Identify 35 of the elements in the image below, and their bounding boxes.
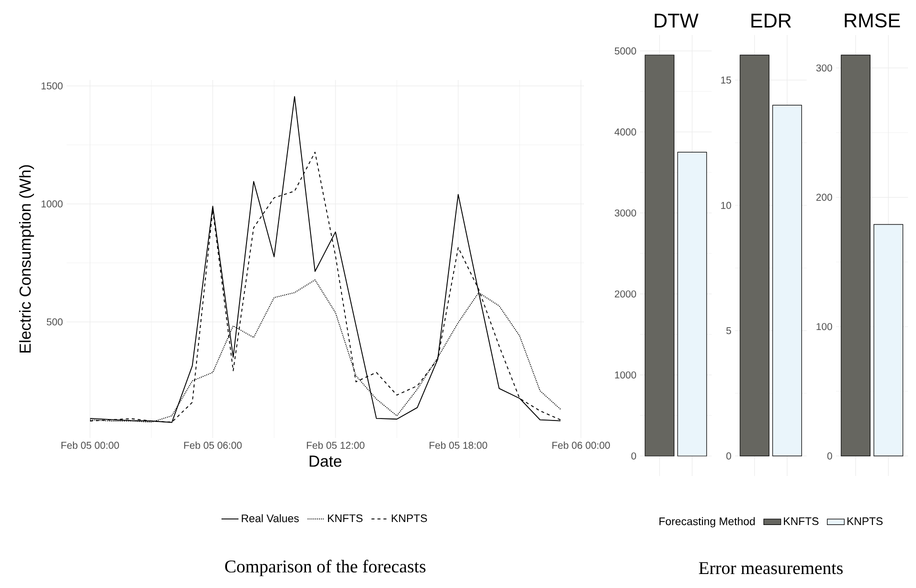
legend-label: Real Values xyxy=(242,514,299,522)
chart-title: RMSE xyxy=(844,13,900,28)
y-tick-label: 0 xyxy=(726,452,732,460)
y-tick-label: 5000 xyxy=(614,47,636,54)
x-tick-label: Feb 05 18:00 xyxy=(430,442,488,449)
y-tick-label: 4000 xyxy=(614,128,636,136)
y-tick-label: 3000 xyxy=(614,209,636,216)
chart-title: EDR xyxy=(751,14,791,28)
y-tick-label: 2000 xyxy=(614,290,636,298)
x-tick-label: Feb 06 00:00 xyxy=(552,442,610,449)
y-tick-label: 0 xyxy=(631,452,636,460)
y-tick-label: 200 xyxy=(816,194,832,201)
y-tick-label: 100 xyxy=(816,323,832,330)
x-tick-label: Feb 05 00:00 xyxy=(61,442,119,449)
y-tick-label: 5 xyxy=(726,327,732,334)
x-tick-label: Feb 05 12:00 xyxy=(306,442,364,449)
y-tick-label: 300 xyxy=(816,64,832,72)
y-axis-title: Electric Consumption (Wh) xyxy=(19,165,34,352)
y-tick-label: 10 xyxy=(721,202,732,209)
legend-label: KNPTS xyxy=(847,517,883,526)
y-tick-label: 1500 xyxy=(42,82,63,90)
legend-label: KNFTS xyxy=(784,517,818,526)
y-tick-label: 1000 xyxy=(615,371,636,379)
x-axis-title: Date xyxy=(310,456,342,467)
y-tick-label: 15 xyxy=(721,76,732,84)
y-tick-label: 1000 xyxy=(42,200,63,208)
chart-title: DTW xyxy=(654,14,698,28)
legend-title: Forecasting Method xyxy=(660,517,755,528)
legend-label: KNPTS xyxy=(392,514,427,522)
text: Error measurements xyxy=(698,562,843,574)
y-tick-label: 0 xyxy=(827,452,832,460)
y-tick-label: 500 xyxy=(46,318,63,326)
legend-label: KNFTS xyxy=(328,514,363,522)
x-tick-label: Feb 05 06:00 xyxy=(184,442,242,449)
text: Comparison of the forecasts xyxy=(225,560,426,576)
